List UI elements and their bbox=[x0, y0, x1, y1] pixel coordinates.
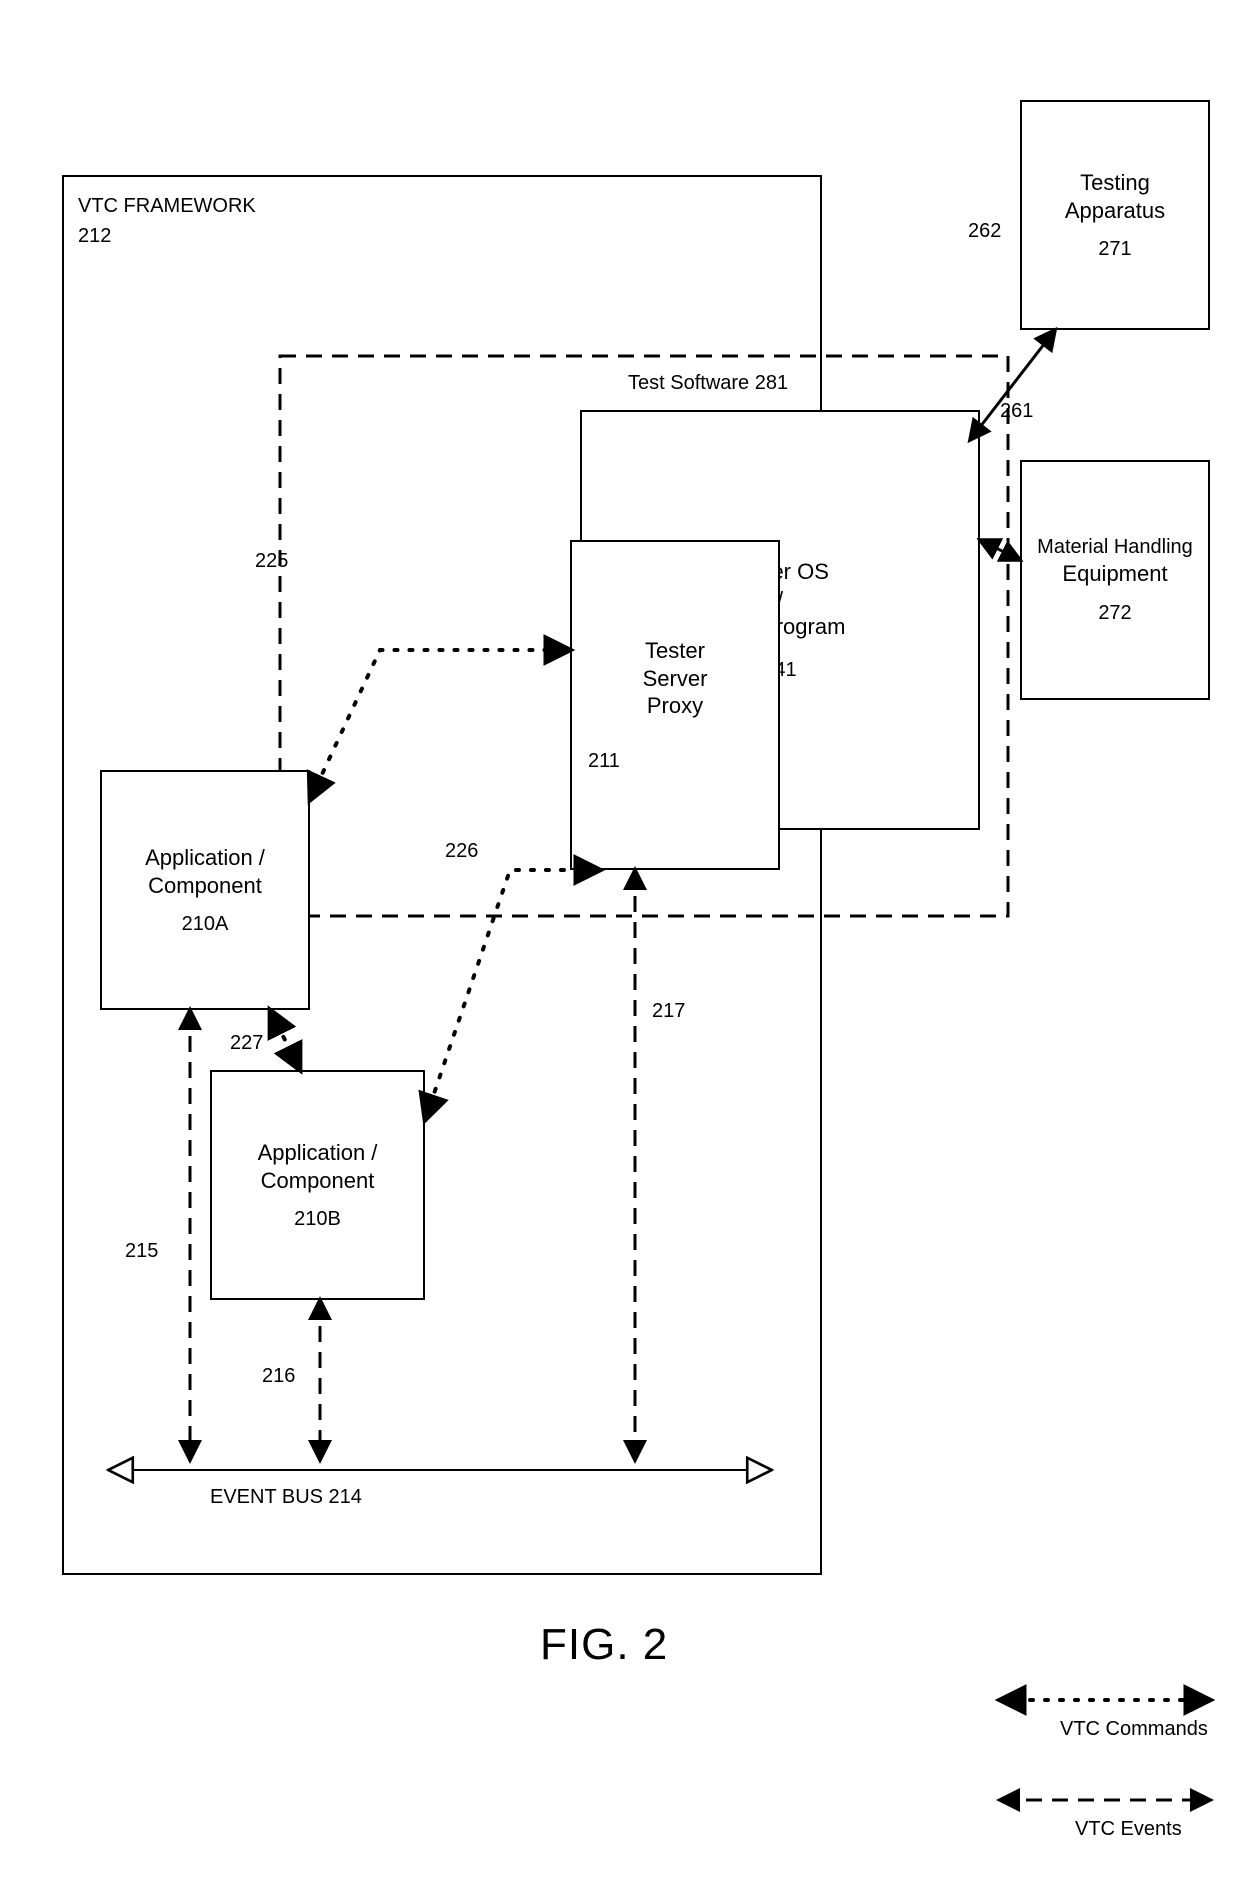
proxy-t1: Tester bbox=[645, 637, 705, 665]
vtc-framework-title: VTC FRAMEWORK bbox=[78, 195, 256, 218]
label-227: 227 bbox=[230, 1032, 263, 1055]
testing-apparatus-node: Testing Apparatus 271 bbox=[1020, 100, 1210, 330]
test-software-title: Test Software 281 bbox=[628, 372, 788, 395]
test-software-title-text: Test Software 281 bbox=[628, 372, 788, 394]
label-215: 215 bbox=[125, 1240, 158, 1263]
material-ref: 272 bbox=[1098, 602, 1131, 625]
material-node: Material Handling Equipment 272 bbox=[1020, 460, 1210, 700]
label-225: 225 bbox=[255, 550, 288, 573]
app-a-title: Application / bbox=[145, 844, 265, 872]
label-261: 261 bbox=[1000, 400, 1033, 423]
label-262: 262 bbox=[968, 220, 1001, 243]
app-b-ref: 210B bbox=[294, 1208, 341, 1231]
material-t1: Material Handling bbox=[1037, 535, 1193, 560]
label-226: 226 bbox=[445, 840, 478, 863]
proxy-node: Tester Server Proxy 211 bbox=[570, 540, 780, 870]
edge-262 bbox=[970, 330, 1055, 440]
testing-app-ref: 271 bbox=[1098, 238, 1131, 261]
label-216: 216 bbox=[262, 1365, 295, 1388]
vtc-framework-ref-text: 212 bbox=[78, 225, 111, 247]
proxy-t3: Proxy bbox=[647, 692, 703, 720]
app-a-node: Application / Component 210A bbox=[100, 770, 310, 1010]
testing-app-t2: Apparatus bbox=[1065, 197, 1165, 225]
event-bus-label: EVENT BUS 214 bbox=[210, 1486, 362, 1509]
app-a-ref: 210A bbox=[182, 913, 229, 936]
app-a-sub: Component bbox=[148, 872, 262, 900]
proxy-ref: 211 bbox=[588, 750, 620, 773]
label-217: 217 bbox=[652, 1000, 685, 1023]
vtc-framework-ref: 212 bbox=[78, 225, 111, 248]
edge-261 bbox=[980, 540, 1020, 560]
testing-app-t1: Testing bbox=[1080, 169, 1150, 197]
app-b-title: Application / bbox=[258, 1139, 378, 1167]
figure-caption: FIG. 2 bbox=[540, 1620, 668, 1670]
diagram-canvas: VTC FRAMEWORK 212 Tester OS / Test Progr… bbox=[0, 0, 1240, 1903]
vtc-framework-title-text: VTC FRAMEWORK bbox=[78, 195, 256, 217]
proxy-t2: Server bbox=[643, 665, 708, 693]
app-b-sub: Component bbox=[261, 1167, 375, 1195]
app-b-node: Application / Component 210B bbox=[210, 1070, 425, 1300]
legend-commands-label: VTC Commands bbox=[1060, 1718, 1208, 1741]
material-t2: Equipment bbox=[1062, 560, 1167, 588]
legend-events-label: VTC Events bbox=[1075, 1818, 1182, 1841]
